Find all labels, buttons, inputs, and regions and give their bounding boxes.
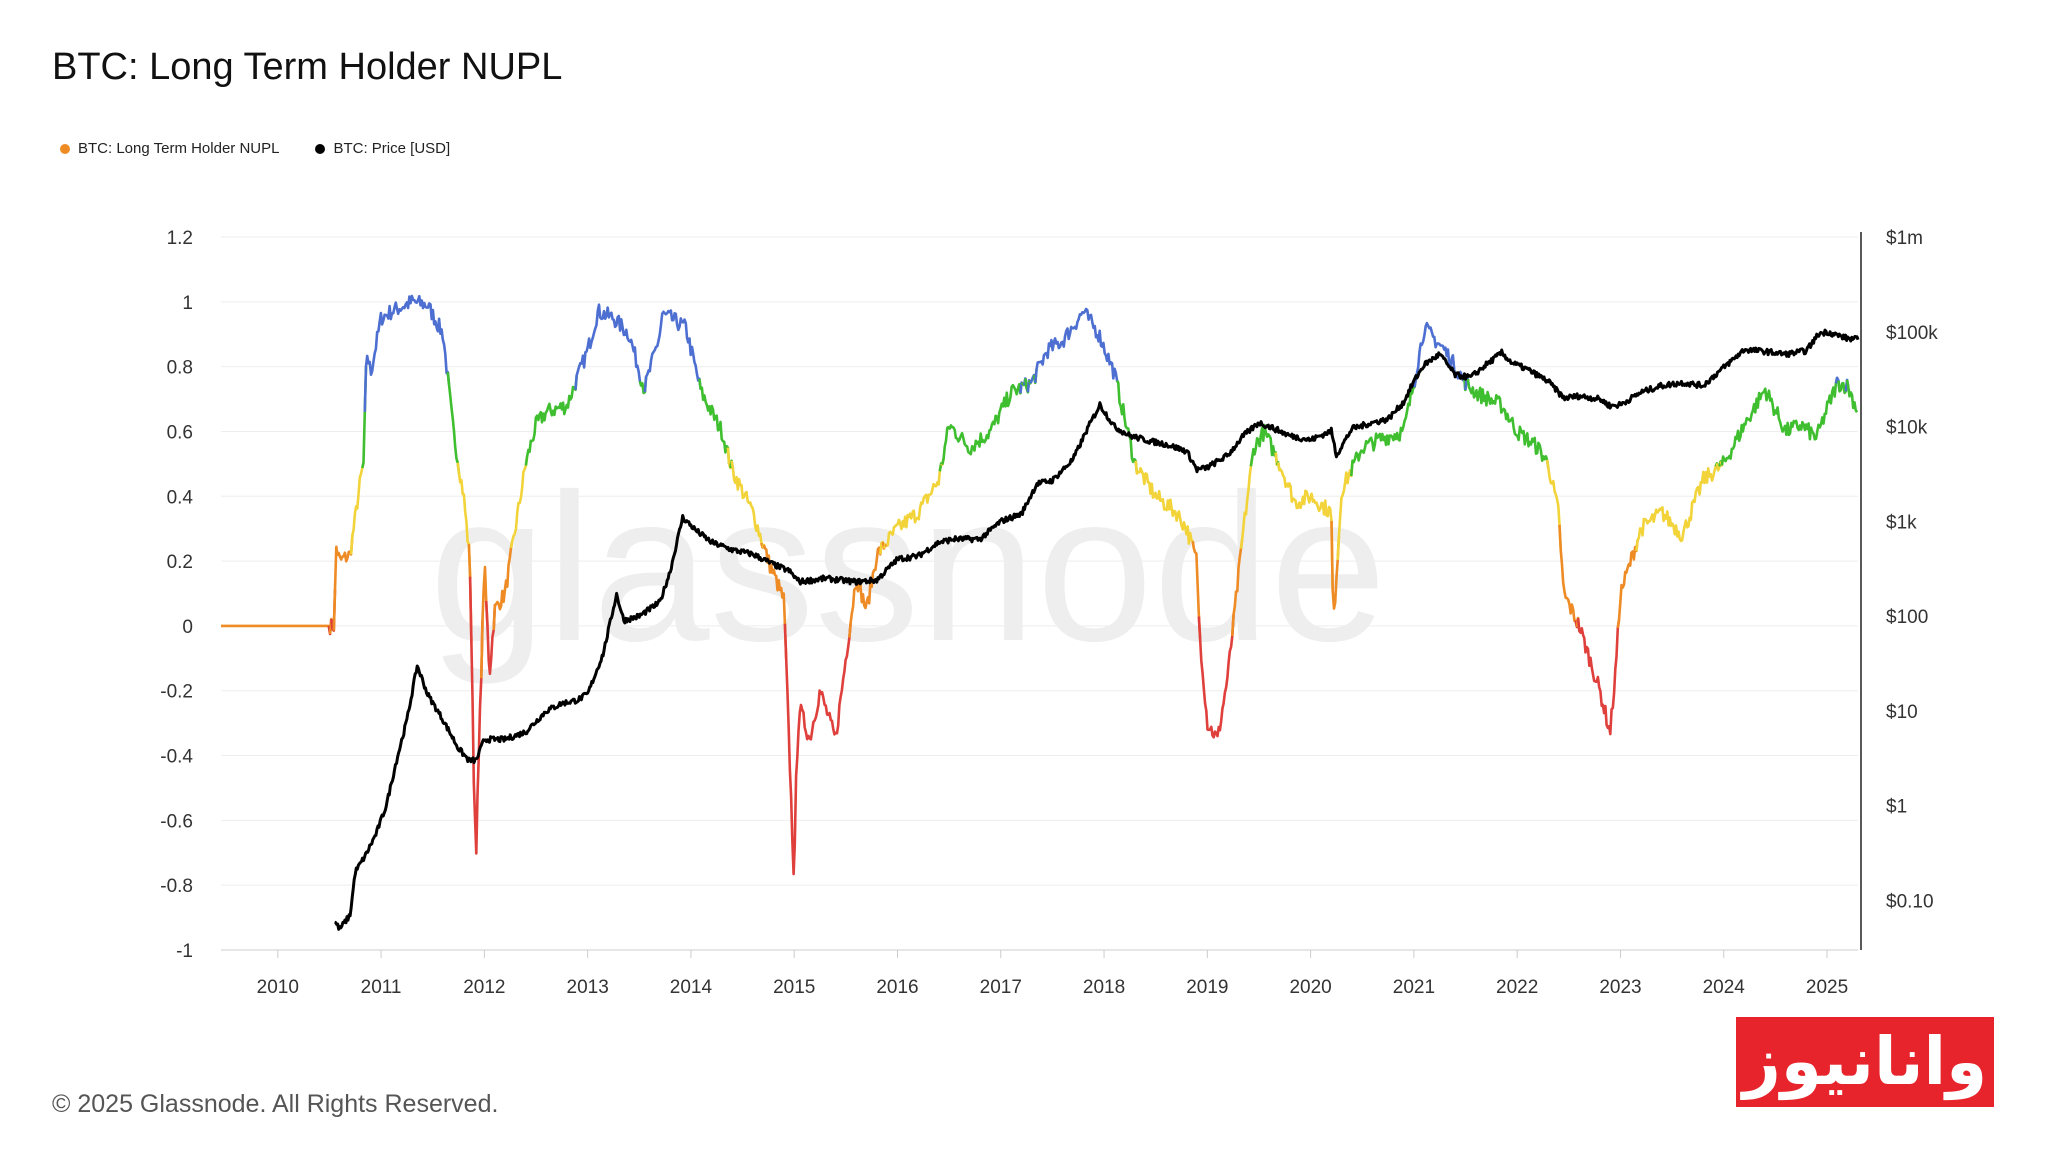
chart-watermark: glassnode: [429, 450, 1386, 685]
nupl-line-segment: [783, 623, 852, 876]
nupl-line-segment: [363, 294, 451, 412]
y-left-tick-label: -0.2: [160, 682, 193, 703]
brand-logo-text: وانانیوز: [1742, 1023, 1988, 1100]
y-right-tick-label: $1m: [1886, 228, 1923, 249]
y-left-tick-label: -0.6: [160, 811, 193, 832]
nupl-line-segment: [848, 542, 883, 638]
legend-item-nupl[interactable]: BTC: Long Term Holder NUPL: [60, 140, 279, 157]
nupl-series: [220, 294, 1859, 876]
nupl-line-segment: [941, 382, 1023, 465]
copyright-notice: © 2025 Glassnode. All Rights Reserved.: [52, 1090, 499, 1118]
nupl-line-segment: [332, 535, 354, 631]
y-right-tick-label: $1: [1886, 797, 1907, 818]
price-series: [334, 328, 1860, 931]
legend-label-price: BTC: Price [USD]: [333, 140, 451, 157]
y-left-tick-label: -0.4: [160, 747, 193, 768]
legend: BTC: Long Term Holder NUPL BTC: Price [U…: [60, 140, 450, 157]
nupl-line-segment: [1466, 378, 1550, 469]
y-left-tick-label: 0.8: [167, 358, 193, 379]
nupl-line-segment: [1558, 524, 1579, 628]
x-tick-label: 2016: [876, 977, 918, 998]
price-line: [334, 328, 1860, 931]
nupl-line-segment: [1134, 460, 1196, 549]
nupl-line-segment: [1413, 321, 1467, 391]
nupl-line-segment: [1837, 379, 1849, 395]
x-tick-label: 2021: [1393, 977, 1435, 998]
x-tick-label: 2024: [1703, 977, 1746, 998]
y-left-tick-label: 0: [182, 617, 193, 638]
nupl-line-segment: [1545, 459, 1563, 551]
y-left-tick-label: 0.2: [167, 552, 193, 573]
x-tick-label: 2019: [1186, 977, 1228, 998]
chart-title: BTC: Long Term Holder NUPL: [52, 46, 563, 88]
nupl-line-segment: [492, 540, 514, 630]
y-left-tick-label: -1: [176, 941, 193, 962]
x-tick-label: 2017: [980, 977, 1022, 998]
x-tick-label: 2012: [463, 977, 505, 998]
y-left-tick-label: -0.8: [160, 876, 193, 897]
nupl-line-segment: [1197, 614, 1235, 739]
y-left-tick-label: 1: [182, 293, 193, 314]
nupl-line-segment: [1276, 462, 1334, 591]
x-tick-label: 2022: [1496, 977, 1538, 998]
nupl-line-segment: [1350, 379, 1418, 477]
nupl-line-segment: [1635, 462, 1719, 552]
nupl-line-segment: [698, 378, 731, 465]
y-left-tick-label: 0.4: [167, 487, 194, 508]
nupl-line-segment: [1115, 380, 1139, 474]
nupl-line-segment: [1845, 379, 1859, 413]
nupl-line-segment: [468, 576, 484, 855]
legend-dot-price: [315, 143, 326, 154]
legend-item-price[interactable]: BTC: Price [USD]: [315, 140, 450, 157]
x-tick-label: 2011: [361, 977, 402, 998]
y-right-tick-label: $1k: [1886, 512, 1917, 533]
x-tick-label: 2020: [1289, 977, 1331, 998]
brand-logo-box: [1736, 1017, 1994, 1107]
y-right-tick-label: $100k: [1886, 323, 1938, 344]
nupl-line-segment: [1034, 307, 1120, 384]
x-tick-label: 2013: [567, 977, 609, 998]
nupl-line-segment: [643, 309, 702, 393]
y-right-tick-label: $100: [1886, 607, 1928, 628]
x-tick-label: 2023: [1599, 977, 1641, 998]
nupl-line-segment: [509, 456, 529, 549]
nupl-line-segment: [484, 600, 497, 676]
nupl-line-segment: [446, 371, 461, 474]
nupl-line-segment: [1720, 377, 1839, 466]
nupl-line-segment: [1576, 617, 1621, 736]
tick-labels: 1.2 1 0.8 0.6 0.4 0.2 0 -0.2 -0.4 -0.6 -0.8 -1 $1m $1…: [160, 228, 1938, 998]
nupl-line-segment: [1239, 457, 1254, 549]
legend-label-nupl: BTC: Long Term Holder NUPL: [78, 140, 280, 157]
nupl-line-segment: [456, 462, 472, 577]
nupl-line-segment: [220, 624, 332, 635]
legend-dot-nupl: [60, 143, 70, 154]
nupl-line-segment: [1336, 460, 1354, 560]
nupl-line-segment: [524, 375, 578, 466]
axis-layer: [221, 232, 1862, 958]
x-tick-label: 2015: [773, 977, 815, 998]
x-tick-label: 2025: [1806, 977, 1848, 998]
x-tick-label: 2018: [1083, 977, 1125, 998]
x-tick-label: 2014: [670, 977, 713, 998]
y-right-tick-label: $10k: [1886, 418, 1928, 439]
nupl-line-segment: [349, 462, 365, 555]
x-tick-label: 2010: [257, 977, 299, 998]
nupl-line-segment: [730, 460, 764, 548]
y-right-tick-label: $0.10: [1886, 891, 1934, 912]
y-left-tick-label: 0.6: [167, 422, 193, 443]
nupl-line-segment: [885, 463, 943, 547]
nupl-line-segment: [1616, 539, 1639, 628]
nupl-line-segment: [574, 303, 643, 390]
nupl-line-segment: [1231, 539, 1244, 637]
y-left-tick-label: 1.2: [167, 228, 193, 249]
y-right-tick-label: $10: [1886, 702, 1918, 723]
nupl-line-segment: [1249, 423, 1279, 467]
